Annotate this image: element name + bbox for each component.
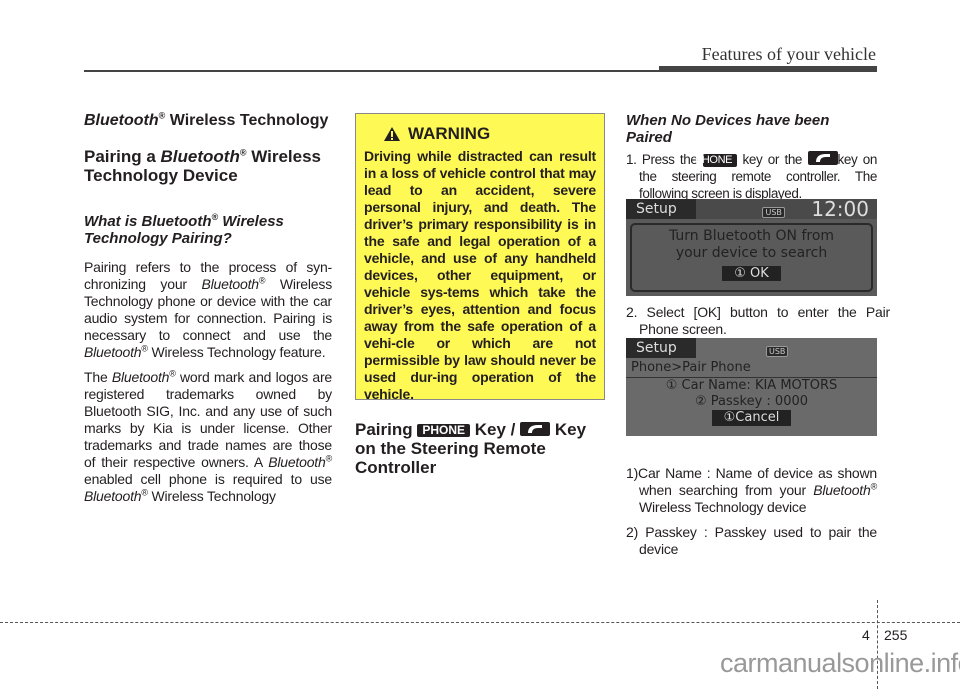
phone-handset-key-icon xyxy=(520,422,551,436)
usb-icon: USB xyxy=(762,206,785,218)
reg-mark: ® xyxy=(211,212,219,222)
footer-divider xyxy=(877,600,878,689)
t: 1)Car Name : Name of device as shown whe… xyxy=(626,465,877,498)
t: key or the xyxy=(737,152,808,167)
bt-word: Bluetooth xyxy=(160,147,240,166)
warning-title-text: WARNING xyxy=(408,124,491,143)
note-car-name: 1)Car Name : Name of device as shown whe… xyxy=(626,465,877,516)
note-passkey: 2) Passkey : Passkey used to pair the de… xyxy=(626,524,877,557)
t: Wireless Technology Pairing? xyxy=(84,213,284,247)
t: The xyxy=(84,369,112,385)
heading-pairing: Pairing a Bluetooth® Wireless Technology… xyxy=(84,147,332,185)
bt-word: Bluetooth xyxy=(813,482,871,498)
phone-key-badge: PHONE xyxy=(417,424,471,437)
page-number: 255 xyxy=(884,627,908,643)
heading-no-devices: When No Devices have been Paired xyxy=(626,112,830,146)
t: Wireless Technology Device xyxy=(84,147,321,185)
reg-mark: ® xyxy=(141,343,148,354)
t: Wireless Technology phone or device with… xyxy=(84,276,332,343)
reg-mark: ® xyxy=(158,110,166,121)
header-rule xyxy=(84,70,664,72)
t: Wireless Technology xyxy=(147,488,276,504)
t: Key on the Steering Remote Controller xyxy=(355,420,587,477)
reg-mark: ® xyxy=(141,487,148,498)
t: Key / xyxy=(470,420,521,439)
subheading-what-is: What is Bluetooth® Wireless Technology P… xyxy=(84,212,332,248)
t: Wireless Technology feature. xyxy=(147,344,326,360)
t: Wireless Technology device xyxy=(639,499,807,515)
dialog-message: Turn Bluetooth ON from your device to se… xyxy=(668,228,835,261)
bt-word: Bluetooth xyxy=(201,276,260,292)
warning-box: WARNING Driving while distracted can res… xyxy=(355,113,605,402)
phone-handset-key-icon xyxy=(807,151,838,165)
screen-breadcrumb: Phone>Pair Phone xyxy=(626,358,877,378)
usb-icon: USB xyxy=(766,345,789,357)
bt-word: Bluetooth xyxy=(268,454,326,470)
reg-mark: ® xyxy=(239,147,247,158)
title-rest: Wireless Technology xyxy=(165,112,329,129)
footer-rule xyxy=(0,622,960,623)
t: Pairing xyxy=(355,420,418,439)
paragraph-pairing: Pairing refers to the process of syn-chr… xyxy=(84,259,332,361)
clock: 12:00 xyxy=(811,197,869,221)
phone-key-badge: PHONE xyxy=(695,154,738,167)
reg-mark: ® xyxy=(258,275,266,286)
button-number: ① xyxy=(734,266,746,281)
lcd-screen-bluetooth-off: Setup USB 12:00 Turn Bluetooth ON from y… xyxy=(626,197,877,296)
t: What is Bluetooth xyxy=(84,213,212,230)
header-bar xyxy=(659,66,877,72)
pair-info: ① Car Name: KIA MOTORS ② Passkey : 0000 … xyxy=(626,378,877,426)
step-2: 2. Select [OK] button to enter the Pair … xyxy=(626,304,890,337)
dialog: Turn Bluetooth ON from your device to se… xyxy=(630,223,873,292)
t: Pairing refers to the process of syn-chr… xyxy=(84,259,332,292)
screen-topbar: Setup USB xyxy=(626,338,877,358)
notes: 1)Car Name : Name of device as shown whe… xyxy=(626,465,877,566)
bt-word: Bluetooth xyxy=(84,344,142,360)
reg-mark: ® xyxy=(325,453,333,464)
t: key on the steering remote controller. T… xyxy=(639,152,878,201)
car-name: ① Car Name: KIA MOTORS xyxy=(665,378,838,393)
reg-mark: ® xyxy=(870,481,878,492)
warning-title: WARNING xyxy=(384,124,596,144)
left-column: Bluetooth® Wireless Technology Pairing a… xyxy=(84,110,332,513)
t: Pairing a xyxy=(84,147,161,166)
paragraph-trademark: The Bluetooth® word mark and logos are r… xyxy=(84,369,332,505)
cancel-button[interactable]: ①Cancel xyxy=(711,410,792,426)
ok-label: OK xyxy=(750,266,769,281)
watermark: carmanualsonline.info xyxy=(720,648,960,678)
heading-pairing-key: Pairing PHONE Key / Key on the Steering … xyxy=(355,420,605,477)
lcd-screen-pair-phone: Setup USB Phone>Pair Phone ① Car Name: K… xyxy=(626,338,877,436)
section-title: Bluetooth® Wireless Technology xyxy=(84,110,332,129)
reg-mark: ® xyxy=(169,368,176,379)
t: word mark and logos are registered trade… xyxy=(84,369,332,470)
passkey: ② Passkey : 0000 xyxy=(694,394,809,409)
bt-word: Bluetooth xyxy=(111,369,170,385)
t: 1. Press the xyxy=(626,152,703,167)
warning-body: Driving while distracted can result in a… xyxy=(364,148,596,402)
bt-word: Bluetooth xyxy=(84,488,142,504)
screen-tab: Setup xyxy=(626,199,696,219)
screen-topbar: Setup USB 12:00 xyxy=(626,197,877,221)
warning-triangle-icon xyxy=(384,127,400,141)
running-header: Features of your vehicle xyxy=(701,44,876,64)
t: enabled cell phone is required to use xyxy=(84,471,332,487)
step-1: 1. Press the PHONE key or the key on the… xyxy=(626,151,877,202)
bt-word: Bluetooth xyxy=(84,112,159,129)
section-number: 4 xyxy=(862,627,870,643)
right-column-top: When No Devices have been Paired 1. Pres… xyxy=(626,112,877,210)
screen-tab: Setup xyxy=(626,338,696,358)
ok-button[interactable]: ① OK xyxy=(722,266,781,281)
